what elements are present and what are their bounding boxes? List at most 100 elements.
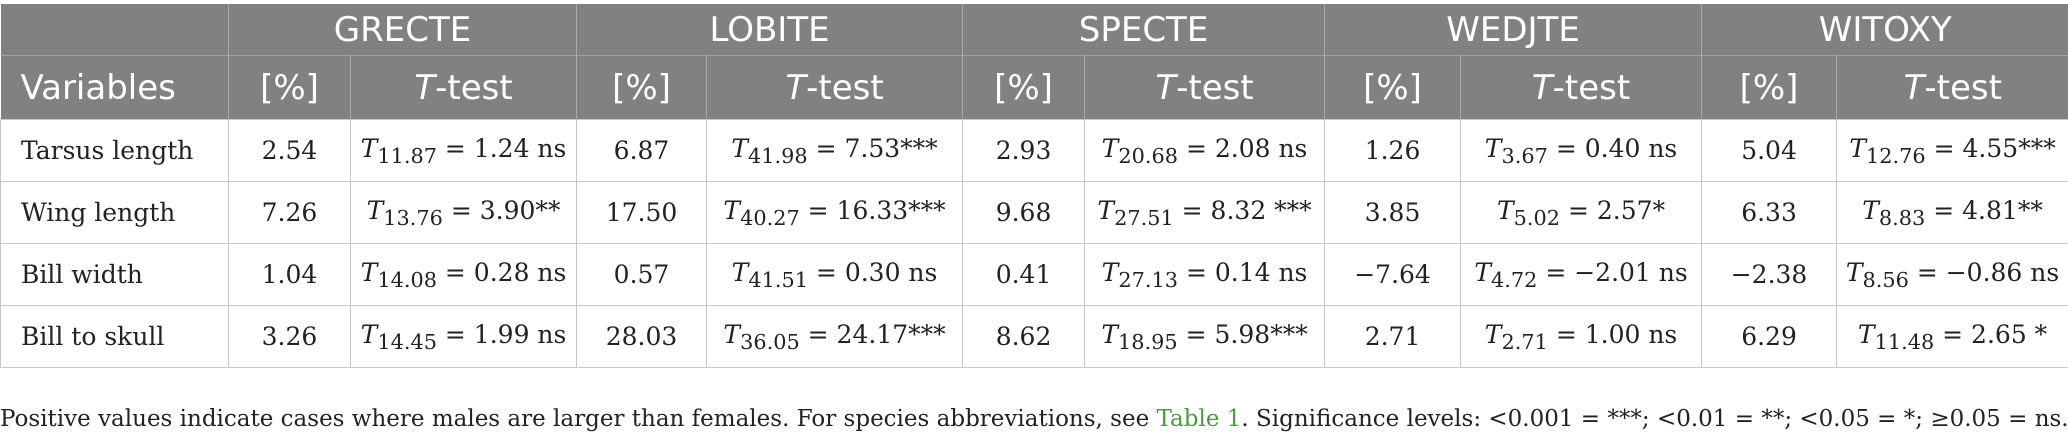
- footnote-text: Positive values indicate cases where mal…: [0, 406, 1157, 432]
- ttest-cell: T40.27 = 16.33***: [706, 181, 964, 244]
- ttest-cell: T13.76 = 3.90**: [349, 181, 578, 244]
- t-statistic: = 3.90**: [442, 195, 561, 225]
- percent-cell: 28.03: [576, 305, 708, 368]
- ttest-cell: T11.87 = 1.24 ns: [349, 119, 578, 182]
- t-statistic: = 2.08 ns: [1178, 133, 1308, 163]
- degrees-of-freedom: 20.68: [1118, 143, 1178, 168]
- species-header: SPECTE: [962, 4, 1326, 56]
- percent-cell: 6.33: [1701, 181, 1838, 244]
- t-statistic: = 4.81**: [1925, 195, 2043, 225]
- ttest-t-letter: T: [1903, 67, 1925, 108]
- degrees-of-freedom: 36.05: [740, 329, 800, 354]
- percent-cell: −7.64: [1324, 243, 1462, 306]
- degrees-of-freedom: 14.45: [377, 329, 437, 354]
- variable-label: Bill to skull: [0, 305, 229, 368]
- ttest-header: T-test: [1084, 55, 1326, 120]
- t-symbol: T: [1101, 257, 1119, 287]
- t-statistic: = 0.28 ns: [436, 257, 567, 287]
- degrees-of-freedom: 8.56: [1862, 267, 1909, 292]
- degrees-of-freedom: 5.02: [1513, 205, 1561, 230]
- table-row: Bill to skull 3.26 T14.45 = 1.99 ns 28.03 T3…: [0, 305, 2068, 368]
- ttest-cell: T27.13 = 0.14 ns: [1084, 243, 1326, 306]
- degrees-of-freedom: 27.51: [1114, 205, 1174, 230]
- percent-cell: 17.50: [576, 181, 708, 244]
- ttest-cell: T27.51 = 8.32 ***: [1084, 181, 1326, 244]
- t-statistic: = 4.55***: [1925, 133, 2056, 163]
- t-statistic: = 8.32 ***: [1173, 195, 1312, 225]
- ttest-cell: T14.45 = 1.99 ns: [349, 305, 578, 368]
- ttest-cell: T11.48 = 2.65 *: [1836, 305, 2068, 368]
- ttest-cell: T41.98 = 7.53***: [706, 119, 964, 182]
- t-statistic: = 5.98***: [1177, 319, 1308, 349]
- t-statistic: = 16.33***: [799, 195, 946, 225]
- t-symbol: T: [723, 195, 741, 225]
- t-symbol: T: [731, 133, 749, 163]
- percent-cell: 0.41: [962, 243, 1086, 306]
- percent-cell: 2.93: [962, 119, 1086, 182]
- t-statistic: = 7.53***: [807, 133, 938, 163]
- table-row: Wing length 7.26 T13.76 = 3.90** 17.50 T40.2…: [0, 181, 2068, 244]
- footnote-significance: . Significance levels: <0.001 = ***; <0.…: [1241, 406, 2068, 432]
- degrees-of-freedom: 41.51: [748, 267, 808, 292]
- t-statistic: = 0.14 ns: [1178, 257, 1308, 287]
- t-symbol: T: [1862, 195, 1879, 225]
- ttest-t-letter: T: [1155, 67, 1177, 108]
- degrees-of-freedom: 4.72: [1491, 267, 1538, 292]
- degrees-of-freedom: 40.27: [740, 205, 800, 230]
- percent-cell: 6.87: [576, 119, 708, 182]
- degrees-of-freedom: 3.67: [1501, 143, 1548, 168]
- subheader-row: Variables [%] T-test [%] T-test [%] T-test [%]…: [0, 55, 2068, 120]
- t-statistic: = 1.00 ns: [1547, 319, 1678, 349]
- degrees-of-freedom: 12.76: [1866, 143, 1926, 168]
- degrees-of-freedom: 18.95: [1118, 329, 1178, 354]
- ttest-suffix: -test: [1552, 67, 1631, 108]
- percent-cell: 5.04: [1701, 119, 1838, 182]
- t-symbol: T: [1474, 257, 1491, 287]
- t-statistic: = 24.17***: [799, 319, 946, 349]
- percent-cell: 8.62: [962, 305, 1086, 368]
- species-header: WITOXY: [1701, 4, 2068, 56]
- degrees-of-freedom: 2.71: [1501, 329, 1548, 354]
- corner-cell: [0, 4, 229, 56]
- t-symbol: T: [1097, 195, 1115, 225]
- percent-cell: 3.85: [1324, 181, 1462, 244]
- t-symbol: T: [723, 319, 741, 349]
- variable-label: Bill width: [0, 243, 229, 306]
- ttest-t-letter: T: [785, 67, 807, 108]
- ttest-header: T-test: [706, 55, 964, 120]
- percent-cell: 1.04: [228, 243, 351, 306]
- ttest-suffix: -test: [806, 67, 884, 108]
- ttest-cell: T18.95 = 5.98***: [1084, 305, 1326, 368]
- variable-label: Tarsus length: [0, 119, 229, 182]
- table1-link[interactable]: Table 1: [1156, 406, 1242, 432]
- ttest-header: T-test: [1836, 55, 2068, 120]
- variable-label: Wing length: [0, 181, 229, 244]
- t-symbol: T: [1845, 257, 1863, 287]
- ttest-cell: T8.56 = −0.86 ns: [1836, 243, 2068, 306]
- percent-cell: 1.26: [1324, 119, 1462, 182]
- ttest-suffix: -test: [1924, 67, 2002, 108]
- percent-cell: 3.26: [228, 305, 351, 368]
- degrees-of-freedom: 13.76: [383, 205, 443, 230]
- species-header: LOBITE: [576, 4, 964, 56]
- degrees-of-freedom: 11.48: [1874, 329, 1935, 354]
- ttest-cell: T41.51 = 0.30 ns: [706, 243, 964, 306]
- t-symbol: T: [1484, 319, 1502, 349]
- species-header: WEDJTE: [1324, 4, 1703, 56]
- percent-cell: 7.26: [228, 181, 351, 244]
- degrees-of-freedom: 41.98: [748, 143, 808, 168]
- table-body: Tarsus length 2.54 T11.87 = 1.24 ns 6.87 T41…: [0, 119, 2068, 368]
- t-symbol: T: [1496, 195, 1514, 225]
- percent-cell: 2.71: [1324, 305, 1462, 368]
- ttest-t-letter: T: [414, 67, 436, 108]
- percent-cell: −2.38: [1701, 243, 1838, 306]
- ttest-cell: T3.67 = 0.40 ns: [1460, 119, 1703, 182]
- ttest-cell: T4.72 = −2.01 ns: [1460, 243, 1703, 306]
- degrees-of-freedom: 11.87: [377, 143, 437, 168]
- pct-header: [%]: [576, 55, 708, 120]
- t-statistic: = 0.30 ns: [807, 257, 938, 287]
- t-symbol: T: [360, 319, 378, 349]
- table-row: Bill width 1.04 T14.08 = 0.28 ns 0.57 T41.51…: [0, 243, 2068, 306]
- t-symbol: T: [1849, 133, 1867, 163]
- ttest-cell: T8.83 = 4.81**: [1836, 181, 2068, 244]
